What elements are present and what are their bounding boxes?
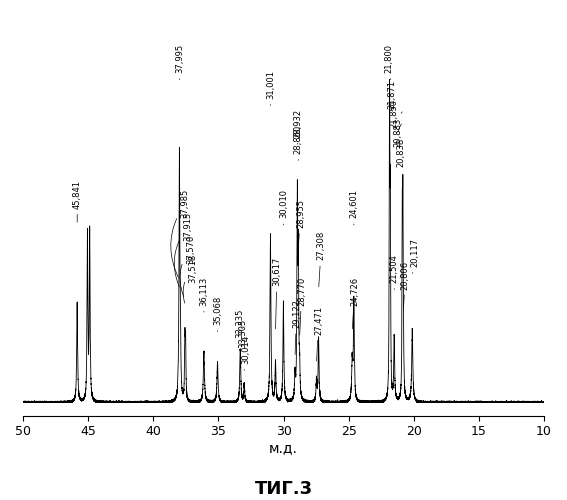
Text: 37,995: 37,995 [175,44,184,80]
Text: 33,335: 33,335 [235,308,244,344]
Text: 28,770: 28,770 [297,276,306,335]
Text: 21,800: 21,800 [384,44,393,80]
Text: 20,117: 20,117 [410,238,419,274]
Text: 37,915: 37,915 [174,212,192,287]
Text: 21,850: 21,850 [390,99,399,128]
Text: 30,014: 30,014 [241,335,250,370]
Text: 31,001: 31,001 [266,70,275,106]
Text: 37,985: 37,985 [171,189,190,278]
Text: 37,518: 37,518 [183,254,197,303]
Text: 20,806: 20,806 [401,260,410,310]
Text: 30,010: 30,010 [279,190,288,225]
Text: 36,113: 36,113 [200,276,209,312]
Text: 27,308: 27,308 [317,231,326,287]
Text: 20,883: 20,883 [393,112,403,148]
Text: 20,838: 20,838 [396,124,405,167]
Text: 21,504: 21,504 [390,254,399,290]
Text: 27,471: 27,471 [314,306,323,361]
Text: 21,871: 21,871 [387,80,396,108]
Text: 28,932: 28,932 [293,108,302,144]
Text: 30,617: 30,617 [273,257,282,329]
Text: ΤИГ.3: ΤИГ.3 [255,480,312,498]
Text: 35,068: 35,068 [213,296,222,332]
Text: 28,955: 28,955 [296,199,305,264]
X-axis label: м.д.: м.д. [269,441,298,455]
Text: 45,841: 45,841 [73,180,82,222]
Text: 24,726: 24,726 [350,276,359,328]
Text: 24,601: 24,601 [349,190,358,225]
Text: 29,122: 29,122 [292,300,301,354]
Text: 28,860: 28,860 [294,124,303,160]
Text: 33,305: 33,305 [238,318,247,354]
Text: 37,570: 37,570 [180,234,195,296]
